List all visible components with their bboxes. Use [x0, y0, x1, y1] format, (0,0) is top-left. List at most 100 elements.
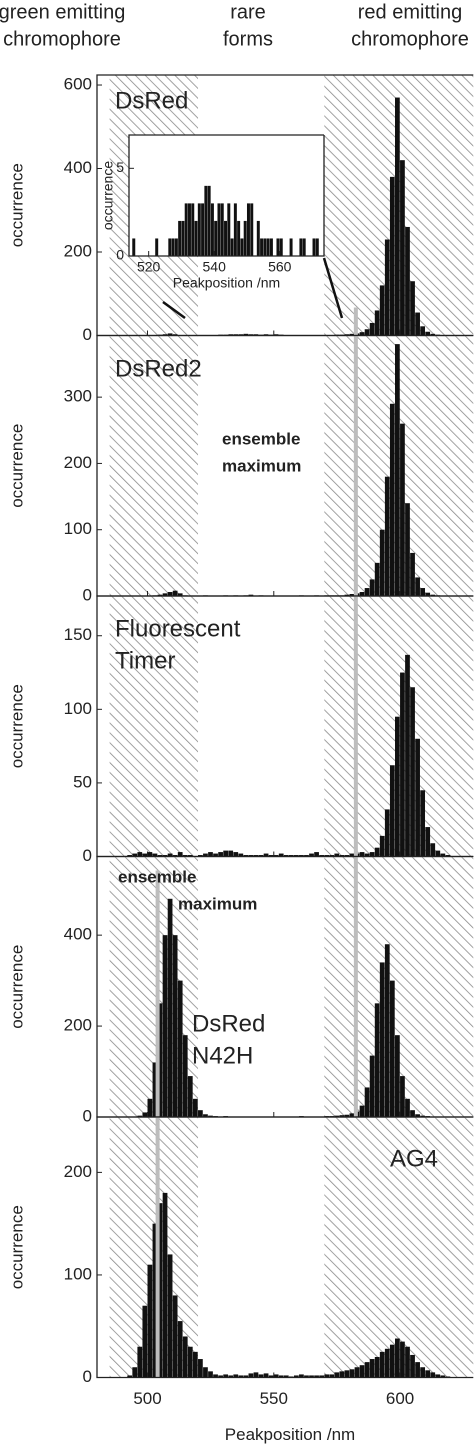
histogram-bar — [187, 1346, 193, 1378]
plot-frame — [96, 1116, 474, 1379]
histogram-bar — [324, 1374, 330, 1378]
histogram-bar — [334, 1372, 340, 1378]
histogram-bar — [384, 1348, 390, 1378]
histogram-bar — [227, 203, 231, 256]
x-tick-label: 550 — [260, 1389, 288, 1408]
histogram-bar — [339, 1371, 345, 1378]
histogram-bar — [289, 238, 293, 256]
histogram-bar — [213, 1374, 218, 1378]
y-tick-label: 200 — [64, 1162, 92, 1181]
histogram-bar — [220, 203, 224, 256]
annotation: ensemble — [222, 429, 300, 448]
histogram-bar — [349, 853, 355, 857]
histogram-bar — [314, 852, 319, 857]
histogram-bar — [171, 238, 175, 256]
histogram-bar — [168, 238, 172, 256]
annotation: maximum — [178, 894, 257, 913]
histogram-bar — [395, 1035, 400, 1117]
histogram-bar — [147, 1098, 153, 1117]
histogram-bar — [230, 238, 234, 256]
histogram-bar — [218, 852, 223, 857]
histogram-bar — [344, 1114, 350, 1117]
histogram-bar — [167, 333, 173, 336]
histogram-bar — [304, 855, 309, 857]
histogram-bar — [374, 847, 380, 857]
histogram-bar — [309, 1375, 314, 1378]
histogram-bar — [142, 853, 148, 857]
histogram-bar — [248, 594, 254, 596]
panel-label: DsRed — [192, 1010, 265, 1037]
histogram-bar — [364, 853, 370, 857]
column-label: forms — [223, 28, 273, 50]
histogram-bar — [384, 809, 390, 857]
histogram-bar — [410, 1110, 415, 1117]
histogram-bar — [194, 220, 198, 256]
histogram-bar — [420, 588, 426, 596]
histogram-bar — [400, 160, 405, 336]
histogram-bar — [278, 1375, 284, 1378]
column-label: rare — [230, 1, 266, 23]
histogram-bar — [344, 1370, 350, 1378]
histogram-bar — [228, 1375, 234, 1378]
column-label: red emitting — [358, 1, 463, 23]
histogram-bar — [395, 1338, 400, 1378]
x-tick-label: 500 — [133, 1389, 161, 1408]
histogram-bar — [430, 1372, 436, 1378]
histogram-bar — [132, 1367, 138, 1378]
histogram-bar — [389, 1344, 395, 1378]
histogram-bar — [425, 1370, 431, 1378]
histogram-bar — [299, 238, 303, 256]
histogram-bar — [162, 593, 168, 596]
y-axis-label: occurrence — [7, 163, 26, 247]
x-tick-label: 540 — [203, 259, 227, 275]
y-tick-label: 0 — [83, 846, 92, 865]
histogram-bar — [405, 503, 410, 596]
histogram-bar — [167, 592, 173, 596]
histogram-bar — [152, 853, 158, 857]
histogram-bar — [349, 1369, 355, 1378]
histogram-bar — [389, 176, 395, 336]
histogram-bar — [177, 593, 183, 596]
histogram-bar — [279, 238, 283, 256]
histogram-bar — [369, 852, 375, 857]
histogram-bar — [379, 835, 385, 857]
histogram-bar — [177, 1321, 183, 1378]
histogram-bar — [364, 588, 370, 596]
histogram-bar — [405, 1098, 410, 1117]
histogram-bar — [203, 853, 208, 857]
histogram-bar — [359, 592, 365, 596]
histogram-bar — [256, 220, 260, 256]
histogram-bar — [253, 1372, 259, 1378]
histogram-bar — [425, 331, 431, 336]
histogram-bar — [420, 326, 426, 336]
histogram-bar — [152, 1223, 158, 1378]
histogram-bar — [339, 1115, 345, 1117]
histogram-bar — [203, 1114, 208, 1117]
histogram-bar — [319, 855, 324, 857]
histogram-bar — [304, 1375, 309, 1378]
histogram-bar — [374, 1003, 380, 1117]
y-tick-label: 400 — [64, 925, 92, 944]
shaded-range — [109, 335, 199, 596]
histogram-bar — [218, 1375, 223, 1378]
inset-leader — [322, 257, 344, 319]
histogram-bar — [379, 1351, 385, 1378]
y-tick-label: 300 — [64, 387, 92, 406]
histogram-bar — [201, 203, 205, 256]
histogram-bar — [405, 654, 410, 857]
histogram-bar — [430, 333, 436, 336]
y-tick-label: 5 — [116, 159, 124, 175]
histogram-bar — [248, 1373, 254, 1378]
y-tick-label: 0 — [83, 325, 92, 344]
column-label: chromophore — [351, 28, 469, 50]
histogram-bar — [435, 1374, 441, 1378]
histogram-bar — [147, 852, 153, 857]
histogram-bar — [187, 203, 191, 256]
histogram-bar — [233, 852, 239, 857]
histogram-bar — [208, 1115, 213, 1117]
histogram-bar — [137, 1115, 143, 1117]
x-axis-label: Peakposition /nm — [173, 275, 280, 291]
histogram-bar — [224, 220, 228, 256]
histogram-bar — [238, 853, 244, 857]
histogram-bar — [349, 1113, 355, 1117]
